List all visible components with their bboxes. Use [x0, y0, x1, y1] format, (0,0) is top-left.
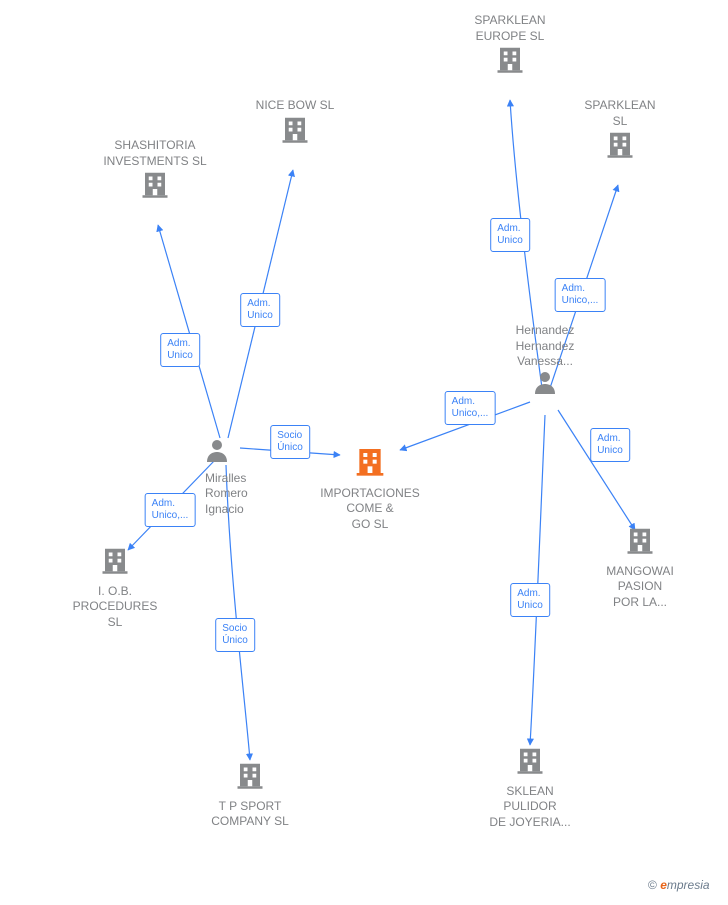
node-label: IMPORTACIONESCOME &GO SL — [310, 486, 430, 533]
node-shashitoria[interactable]: SHASHITORIAINVESTMENTS SL — [95, 134, 215, 204]
building-icon — [235, 779, 265, 793]
edge-label-hernandez-mangowai: Adm.Unico — [590, 428, 630, 462]
node-sparklean[interactable]: SPARKLEANSL — [560, 94, 680, 164]
node-label: SHASHITORIAINVESTMENTS SL — [95, 138, 215, 169]
building-icon — [140, 188, 170, 202]
node-label: SKLEANPULIDORDE JOYERIA... — [470, 784, 590, 831]
node-sparklean_eu[interactable]: SPARKLEANEUROPE SL — [450, 9, 570, 79]
brand-logo-rest: mpresia — [667, 878, 710, 892]
person-icon — [533, 383, 557, 397]
building-icon — [605, 148, 635, 162]
node-label: SPARKLEANEUROPE SL — [450, 13, 570, 44]
person-icon — [205, 451, 229, 465]
node-label: T P SPORTCOMPANY SL — [190, 799, 310, 830]
node-tpsport[interactable]: T P SPORTCOMPANY SL — [190, 760, 310, 830]
node-label: NICE BOW SL — [235, 98, 355, 114]
copyright: © empresia — [648, 878, 710, 892]
node-hernandez[interactable]: HernandezHernandezVanessa... — [485, 319, 605, 398]
edge-label-miralles-nicebow: Adm.Unico — [240, 293, 280, 327]
edge-label-hernandez-sparklean: Adm.Unico,... — [555, 278, 606, 312]
node-miralles[interactable]: MirallesRomeroIgnacio — [205, 438, 305, 517]
building-icon — [280, 133, 310, 147]
building-icon — [625, 544, 655, 558]
node-sklean[interactable]: SKLEANPULIDORDE JOYERIA... — [470, 745, 590, 830]
diagram-canvas: SocioÚnico Adm.Unico Adm.Unico Adm.Unico,..… — [0, 0, 728, 905]
node-nicebow[interactable]: NICE BOW SL — [235, 94, 355, 148]
node-iob[interactable]: I. O.B.PROCEDURESSL — [55, 545, 175, 630]
building-icon — [100, 564, 130, 578]
node-label: HernandezHernandezVanessa... — [485, 323, 605, 370]
edge-label-miralles-iob: Adm.Unico,... — [145, 493, 196, 527]
building-icon — [354, 466, 386, 480]
copyright-symbol: © — [648, 878, 657, 892]
edge-miralles-shashitoria — [158, 225, 220, 438]
edge-label-hernandez-sklean: Adm.Unico — [510, 583, 550, 617]
edge-label-miralles-shashitoria: Adm.Unico — [160, 333, 200, 367]
node-label: I. O.B.PROCEDURESSL — [55, 584, 175, 631]
edge-label-hernandez-sparklean_eu: Adm.Unico — [490, 218, 530, 252]
node-center[interactable]: IMPORTACIONESCOME &GO SL — [310, 445, 430, 532]
building-icon — [515, 764, 545, 778]
edge-hernandez-sklean — [530, 415, 545, 745]
building-icon — [495, 63, 525, 77]
brand-logo-e: e — [660, 878, 667, 892]
edge-label-miralles-tpsport: SocioÚnico — [215, 618, 255, 652]
node-mangowai[interactable]: MANGOWAIPASIONPOR LA... — [580, 525, 700, 610]
node-label: SPARKLEANSL — [560, 98, 680, 129]
node-label: MANGOWAIPASIONPOR LA... — [580, 564, 700, 611]
node-label: MirallesRomeroIgnacio — [205, 471, 305, 518]
